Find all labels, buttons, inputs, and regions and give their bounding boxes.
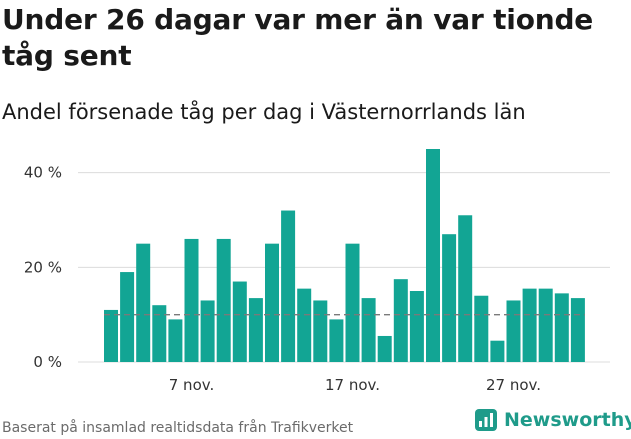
bar — [490, 340, 505, 362]
bar — [120, 272, 135, 362]
bar — [377, 335, 392, 362]
bar — [168, 319, 183, 362]
newsworthy-logo-icon — [475, 409, 497, 431]
bar — [506, 300, 521, 362]
bar — [442, 234, 457, 362]
brand-name: Newsworthy — [504, 409, 631, 431]
bar — [522, 288, 537, 362]
bar — [216, 238, 231, 362]
bar — [474, 295, 489, 362]
bar-chart: 0 % 20 % 40 % 7 nov. 17 nov. 27 nov. — [24, 149, 610, 394]
bar — [426, 149, 440, 362]
bar — [200, 300, 215, 362]
bar — [152, 305, 167, 362]
bar — [554, 293, 569, 362]
x-tick-label: 17 nov. — [325, 376, 380, 394]
chart-title: Under 26 dagar var mer än var tionde tåg… — [2, 3, 594, 72]
bar — [297, 288, 312, 362]
bar — [136, 243, 151, 362]
chart-subtitle: Andel försenade tåg per dag i Västernorr… — [2, 100, 526, 124]
bar — [248, 298, 263, 362]
bar — [329, 319, 344, 362]
bar — [313, 300, 328, 362]
source-note: Baserat på insamlad realtidsdata från Tr… — [2, 420, 354, 436]
y-tick-label: 0 % — [33, 353, 62, 371]
bar — [184, 238, 199, 362]
bar — [570, 298, 585, 362]
y-tick-label: 40 % — [24, 164, 62, 182]
bar — [393, 279, 408, 362]
bar — [361, 298, 376, 362]
bar — [281, 210, 296, 362]
bar — [409, 291, 424, 362]
bar — [538, 288, 553, 362]
x-tick-label: 7 nov. — [169, 376, 214, 394]
bar — [458, 215, 473, 362]
bar — [345, 243, 360, 362]
bar — [265, 243, 279, 362]
y-tick-label: 20 % — [24, 258, 62, 276]
bar — [232, 281, 247, 362]
brand[interactable]: Newsworthy — [474, 408, 631, 432]
bar — [104, 309, 118, 362]
x-tick-label: 27 nov. — [486, 376, 541, 394]
